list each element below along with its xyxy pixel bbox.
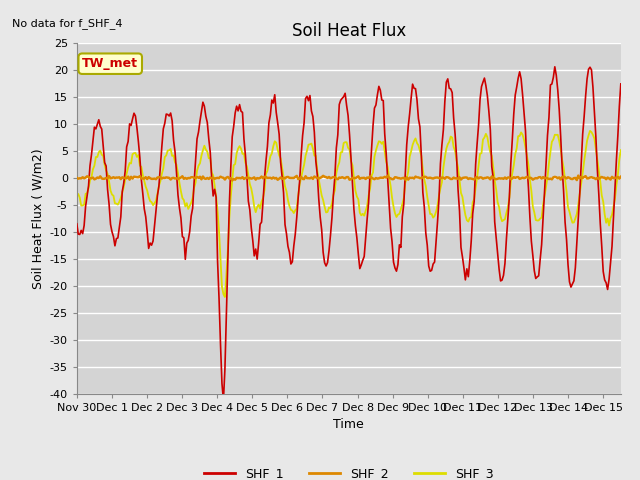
Text: No data for f_SHF_4: No data for f_SHF_4 bbox=[12, 18, 122, 29]
Legend: SHF_1, SHF_2, SHF_3: SHF_1, SHF_2, SHF_3 bbox=[199, 462, 499, 480]
Text: TW_met: TW_met bbox=[82, 57, 138, 70]
X-axis label: Time: Time bbox=[333, 418, 364, 431]
Title: Soil Heat Flux: Soil Heat Flux bbox=[292, 22, 406, 40]
Y-axis label: Soil Heat Flux ( W/m2): Soil Heat Flux ( W/m2) bbox=[31, 148, 44, 288]
